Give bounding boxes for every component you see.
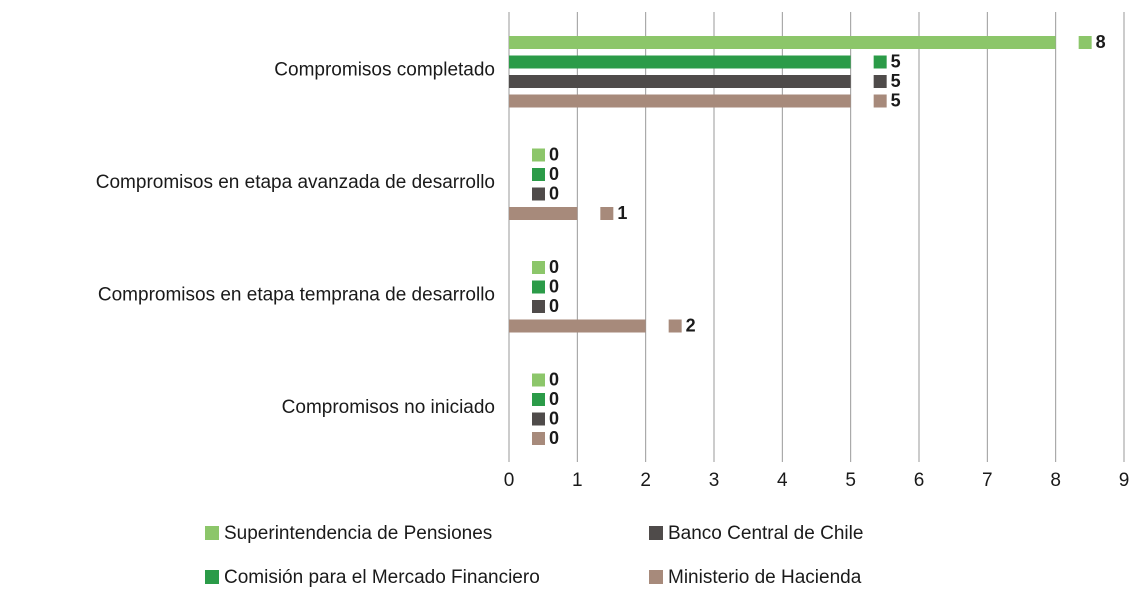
value-label-key — [532, 280, 545, 294]
x-tick-label: 2 — [640, 470, 651, 491]
value-label-key — [532, 393, 545, 406]
value-label: 0 — [549, 389, 559, 409]
legend-swatch — [205, 570, 219, 584]
legend-swatch — [205, 526, 219, 540]
value-label-key — [532, 168, 545, 181]
value-label-key — [873, 75, 887, 88]
x-tick-label: 6 — [914, 470, 925, 491]
value-label-key — [668, 319, 682, 333]
value-label: 5 — [891, 71, 901, 91]
bar — [509, 94, 851, 108]
value-label: 1 — [617, 203, 627, 223]
value-label: 2 — [686, 315, 696, 335]
legend-swatch — [649, 526, 663, 540]
legend-label: Superintendencia de Pensiones — [224, 523, 492, 544]
x-tick-label: 1 — [572, 470, 583, 491]
value-label: 0 — [549, 296, 559, 316]
value-label-key — [532, 261, 545, 274]
bar — [509, 36, 1056, 49]
value-label-key — [532, 148, 545, 162]
value-label-key — [532, 412, 545, 426]
category-label: Compromisos en etapa avanzada de desarro… — [96, 172, 495, 193]
x-tick-label: 4 — [777, 470, 788, 491]
value-label-key — [532, 373, 545, 387]
value-label: 0 — [549, 164, 559, 184]
legend-label: Comisión para el Mercado Financiero — [224, 567, 540, 588]
value-label-key — [873, 55, 887, 69]
x-tick-label: 7 — [982, 470, 993, 491]
value-label: 5 — [891, 51, 901, 71]
category-label: Compromisos completado — [274, 59, 495, 80]
legend-swatch — [649, 570, 663, 584]
bar — [509, 207, 578, 220]
x-tick-label: 8 — [1050, 470, 1061, 491]
bar — [509, 55, 851, 69]
value-label: 0 — [549, 408, 559, 428]
category-label: Compromisos no iniciado — [282, 397, 495, 418]
value-label: 0 — [549, 369, 559, 389]
legend-label: Banco Central de Chile — [668, 523, 863, 544]
value-label: 0 — [549, 428, 559, 448]
value-label: 0 — [549, 144, 559, 164]
x-tick-label: 5 — [845, 470, 856, 491]
value-label-key — [532, 187, 545, 201]
legend-label: Ministerio de Hacienda — [668, 567, 862, 588]
value-label: 0 — [549, 276, 559, 296]
value-label-key — [532, 432, 545, 445]
bar — [509, 319, 646, 333]
value-label-key — [873, 94, 887, 108]
value-label-key — [600, 207, 614, 220]
value-label: 0 — [549, 257, 559, 277]
value-label-key — [1078, 36, 1092, 49]
value-label: 0 — [549, 183, 559, 203]
x-tick-label: 9 — [1119, 470, 1130, 491]
category-label: Compromisos en etapa temprana de desarro… — [98, 284, 495, 305]
x-tick-label: 0 — [504, 470, 515, 491]
value-label-key — [532, 300, 545, 313]
value-label: 8 — [1096, 32, 1106, 52]
x-tick-label: 3 — [709, 470, 720, 491]
value-label: 5 — [891, 90, 901, 110]
bar — [509, 75, 851, 88]
